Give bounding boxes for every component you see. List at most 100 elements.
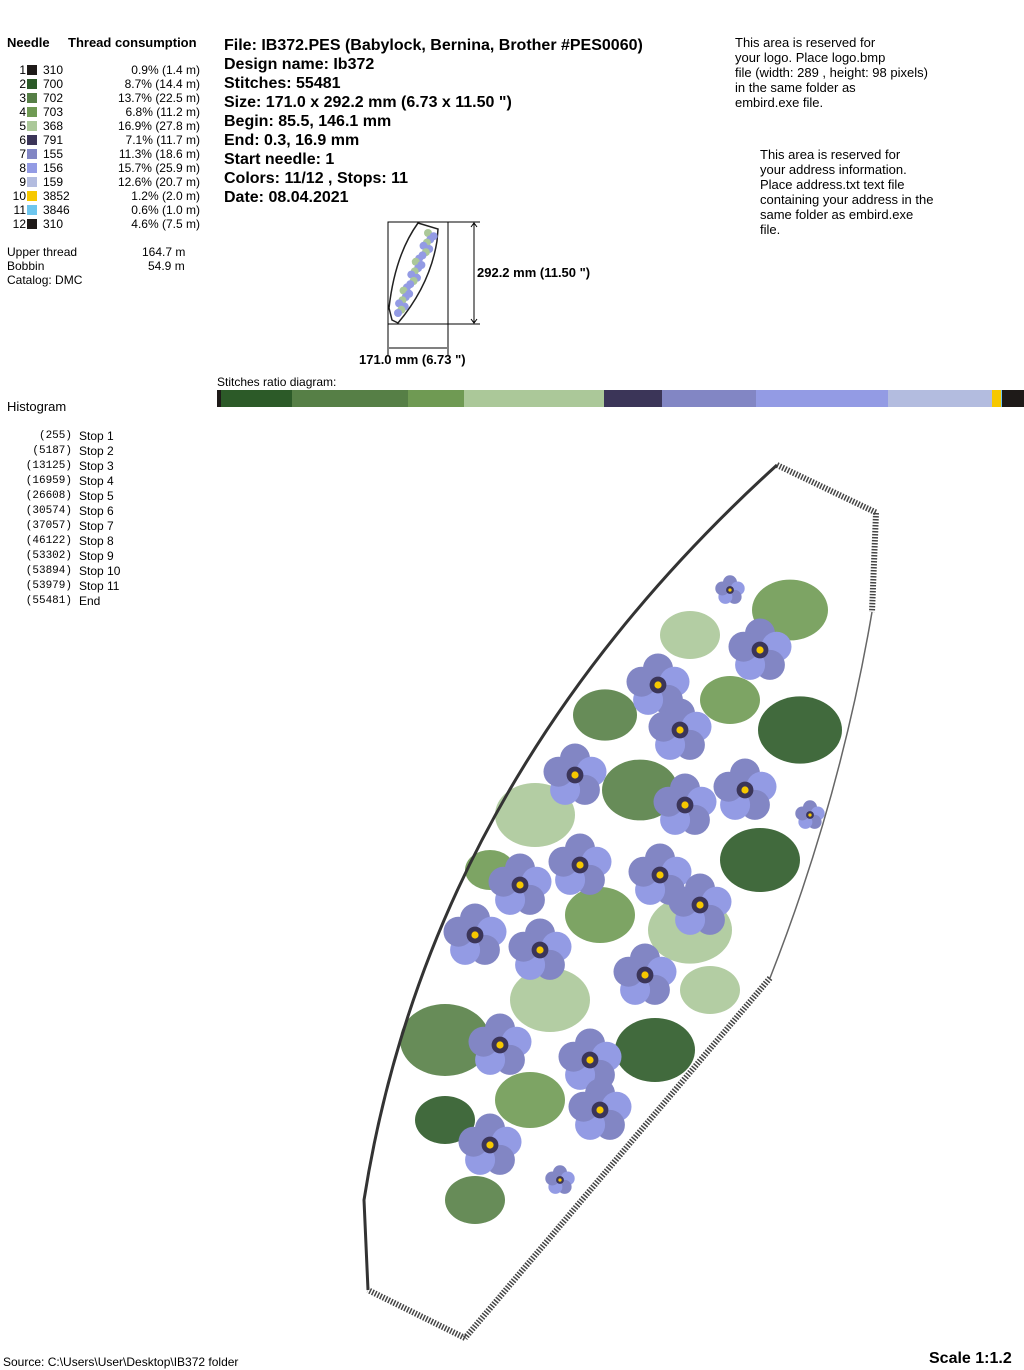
violet-flower	[458, 1113, 522, 1175]
consumption: 12.6% (20.7 m)	[117, 175, 200, 189]
bobbin-label: Bobbin	[7, 259, 45, 273]
stitch-count: (46122)	[25, 535, 72, 547]
needle-number: 1	[19, 63, 26, 77]
stitches-ratio-bar	[217, 390, 1024, 407]
note-line: This area is reserved for	[760, 147, 901, 162]
leaf	[720, 828, 800, 892]
ratio-segment	[217, 390, 221, 407]
ratio-segment	[1002, 390, 1024, 407]
needle-number: 7	[19, 147, 26, 161]
thread-code: 700	[43, 77, 64, 91]
violet-flower	[713, 758, 777, 820]
stitch-count: (30574)	[25, 505, 72, 517]
stitch-count: Stitches: 55481	[224, 75, 341, 92]
color-swatch	[27, 219, 37, 229]
needle-number: 4	[19, 105, 26, 119]
leaf	[602, 759, 678, 821]
violet-flower	[545, 1165, 575, 1194]
violet-flower	[626, 653, 690, 715]
ratio-segment	[292, 390, 408, 407]
source-path: Source: C:\Users\User\Desktop\IB372 fold…	[3, 1355, 239, 1369]
leaf	[648, 896, 732, 964]
end-point: End: 0.3, 16.9 mm	[224, 132, 360, 149]
note-line: your logo. Place logo.bmp	[735, 50, 886, 65]
note-line: file (width: 289 , height: 98 pixels)	[735, 65, 928, 80]
histogram-entry: (255) Stop 1	[0, 429, 200, 444]
violet-flower	[653, 773, 717, 835]
leaf	[680, 966, 740, 1014]
needle-number: 9	[19, 175, 26, 189]
color-swatch	[27, 163, 37, 173]
stitch-count: (53979)	[25, 580, 72, 592]
histogram-entry: (53894) Stop 10	[0, 564, 200, 579]
file-name: File: IB372.PES (Babylock, Bernina, Brot…	[224, 37, 643, 54]
needle-number: 8	[19, 161, 26, 175]
stop-label: Stop 1	[79, 429, 114, 443]
scale: Scale 1:1.2	[929, 1350, 1012, 1367]
stop-label: Stop 6	[79, 504, 114, 518]
histogram-entry: (53979) Stop 11	[0, 579, 200, 594]
thread-code: 310	[43, 63, 64, 77]
leaf	[400, 1004, 490, 1076]
thread-code: 368	[43, 119, 64, 133]
color-swatch	[27, 79, 37, 89]
thumbnail-motif	[394, 309, 402, 317]
thread-code: 791	[43, 133, 64, 147]
violet-flower	[795, 800, 825, 829]
needle-number: 6	[19, 133, 26, 147]
violet-flower	[468, 1013, 532, 1075]
consumption: 16.9% (27.8 m)	[117, 119, 200, 133]
violet-flower	[558, 1028, 622, 1090]
leaf	[565, 887, 635, 943]
leaf	[660, 611, 720, 659]
note-line: file.	[760, 222, 781, 237]
ratio-segment	[463, 390, 605, 407]
note-line: in the same folder as	[735, 80, 856, 95]
leaf	[495, 783, 575, 847]
stitch-count: (55481)	[25, 595, 72, 607]
violet-flower	[543, 743, 607, 805]
consumption: 6.8% (11.2 m)	[125, 105, 200, 119]
histogram-entry: (5187) Stop 2	[0, 444, 200, 459]
leaf	[465, 850, 515, 890]
design-thumbnail	[387, 221, 480, 355]
consumption: 11.3% (18.6 m)	[118, 147, 200, 161]
stop-label: Stop 4	[79, 474, 114, 488]
needle-number: 10	[12, 189, 26, 203]
histogram-entry: (53302) Stop 9	[0, 549, 200, 564]
color-swatch	[27, 205, 37, 215]
histogram-entry: (26608) Stop 5	[0, 489, 200, 504]
start-needle: Start needle: 1	[224, 151, 335, 168]
note-line: containing your address in the	[760, 192, 934, 207]
width-dimension: 171.0 mm (6.73 ")	[359, 352, 466, 367]
stitch-count: (255)	[38, 430, 72, 442]
ratio-diagram-label: Stitches ratio diagram:	[217, 375, 337, 389]
logo-placeholder-note: This area is reserved for your logo. Pla…	[735, 35, 928, 110]
catalog: Catalog: DMC	[7, 273, 83, 287]
consumption: 8.7% (14.4 m)	[124, 77, 200, 91]
histogram-title: Histogram	[7, 399, 67, 414]
ratio-segment	[887, 390, 993, 407]
color-swatch	[27, 65, 37, 75]
consumption: 7.1% (11.7 m)	[125, 133, 200, 147]
violet-flower	[508, 918, 572, 980]
stop-label: Stop 3	[79, 459, 114, 473]
color-swatch	[27, 149, 37, 159]
stop-label: Stop 9	[79, 549, 114, 563]
stitch-count: (53302)	[25, 550, 72, 562]
consumption: 13.7% (22.5 m)	[117, 91, 200, 105]
ratio-segment	[661, 390, 756, 407]
histogram-entry: (13125) Stop 3	[0, 459, 200, 474]
height-dimension: 292.2 mm (11.50 ")	[477, 265, 591, 280]
leaf	[495, 1072, 565, 1128]
color-swatch	[27, 135, 37, 145]
stop-label: Stop 7	[79, 519, 114, 533]
leaf	[415, 1096, 475, 1144]
violet-flower	[613, 943, 677, 1005]
leaf	[700, 676, 760, 724]
stop-label: Stop 11	[79, 579, 120, 593]
leaf	[445, 1176, 505, 1224]
color-swatch	[27, 177, 37, 187]
violet-flower	[728, 618, 792, 680]
